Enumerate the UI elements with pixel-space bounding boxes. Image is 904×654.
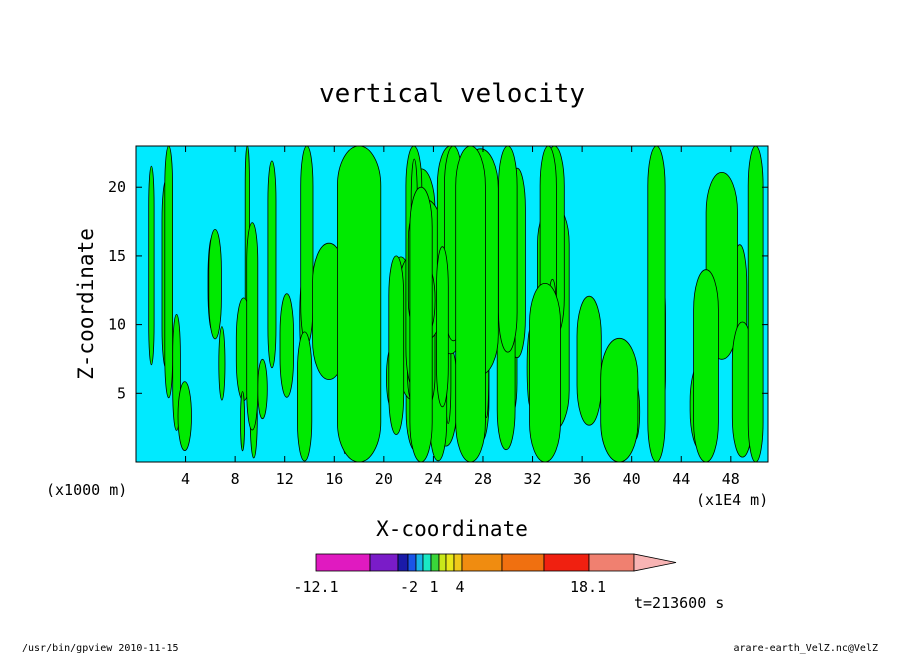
colorbar-segment — [438, 553, 447, 572]
x-tick-label: 32 — [524, 470, 542, 488]
x-tick-label: 20 — [375, 470, 393, 488]
colorbar-segment — [430, 553, 440, 572]
positive-band — [300, 145, 314, 345]
colorbar-label: 4 — [455, 578, 464, 596]
x-units-left: (x1000 m) — [46, 481, 127, 499]
chart-title: vertical velocity — [319, 79, 585, 109]
colorbar-segment — [422, 553, 432, 572]
colorbar-segment — [588, 553, 635, 572]
positive-band — [267, 160, 277, 369]
positive-band — [336, 145, 382, 463]
colorbar-segment — [407, 553, 417, 572]
colorbar-segment — [461, 553, 503, 572]
x-tick-label: 8 — [231, 470, 240, 488]
positive-band — [436, 246, 449, 408]
positive-band — [296, 331, 313, 462]
colorbar-label: 1 — [429, 578, 438, 596]
plot-frame — [135, 145, 769, 463]
y-axis-label: Z-coordinate — [74, 228, 98, 380]
positive-band — [148, 165, 155, 366]
velocity-field — [148, 145, 764, 463]
colorbar-segment — [369, 553, 399, 572]
positive-band — [279, 293, 295, 398]
positive-band — [388, 255, 405, 435]
colorbar-segment — [453, 553, 463, 572]
positive-band — [218, 326, 226, 401]
colorbar-segment — [445, 553, 455, 572]
positive-band — [164, 145, 174, 399]
positive-band — [647, 145, 666, 463]
x-tick-label: 16 — [325, 470, 343, 488]
positive-band — [600, 337, 639, 463]
y-tick-label: 10 — [108, 316, 126, 334]
y-tick-label: 20 — [108, 178, 126, 196]
colorbar-segment — [415, 553, 424, 572]
x-tick-label: 4 — [181, 470, 190, 488]
colorbar-labels: -12.1 -2 1 4 18.1 — [293, 578, 606, 596]
positive-band — [455, 145, 486, 463]
colorbar-arrow — [633, 553, 677, 572]
x-tick-label: 48 — [722, 470, 740, 488]
x-tick-label: 36 — [573, 470, 591, 488]
colorbar-segment — [315, 553, 371, 572]
x-units-right: (x1E4 m) — [696, 491, 768, 509]
x-tick-label: 24 — [424, 470, 442, 488]
positive-band — [246, 222, 259, 431]
footer-left: /usr/bin/gpview 2010-11-15 — [22, 643, 179, 654]
time-label: t=213600 s — [634, 594, 724, 612]
x-tick-label: 12 — [276, 470, 294, 488]
colorbar-label: -12.1 — [293, 578, 338, 596]
colorbar-label: -2 — [400, 578, 418, 596]
positive-band — [747, 145, 764, 463]
colorbar-segment — [397, 553, 409, 572]
y-tick-label: 15 — [108, 247, 126, 265]
positive-band — [409, 186, 433, 463]
x-tick-label: 40 — [623, 470, 641, 488]
positive-band — [257, 358, 268, 420]
y-tick-label: 5 — [117, 384, 126, 402]
positive-band — [529, 282, 561, 463]
positive-band — [498, 145, 518, 353]
positive-band — [576, 295, 602, 426]
plot-area — [135, 145, 769, 463]
x-tick-label: 28 — [474, 470, 492, 488]
x-tick-label: 44 — [672, 470, 690, 488]
colorbar-segment — [543, 553, 590, 572]
colorbar-label: 18.1 — [570, 578, 606, 596]
x-axis: 4 8 12 16 20 24 28 32 36 40 44 48 — [181, 146, 740, 488]
positive-band — [208, 228, 222, 340]
y-axis: 5 10 15 20 — [108, 178, 768, 402]
colorbar-segment — [501, 553, 545, 572]
colorbar — [315, 553, 677, 572]
x-axis-label: X-coordinate — [376, 517, 528, 541]
positive-band — [177, 381, 192, 452]
positive-band — [693, 269, 719, 463]
positive-band — [240, 391, 245, 452]
footer-right: arare-earth_VelZ.nc@VelZ — [734, 643, 879, 654]
